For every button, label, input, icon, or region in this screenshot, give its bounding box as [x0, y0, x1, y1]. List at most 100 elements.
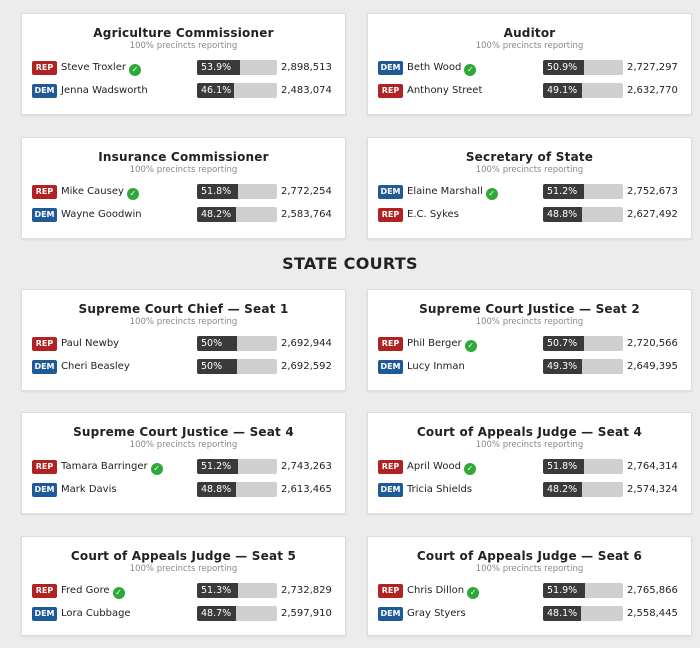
vote-count: 2,613,465: [281, 484, 332, 495]
vote-percent: 53.9%: [201, 62, 232, 73]
vote-count: 2,632,770: [627, 85, 678, 96]
candidate-name: E.C. Sykes: [407, 209, 459, 220]
vote-count: 2,692,944: [281, 338, 332, 349]
candidate-name-wrap: Beth Wood ✓: [407, 61, 477, 76]
race-title: Supreme Court Chief — Seat 1: [78, 302, 289, 316]
candidate-name-wrap: Cheri Beasley: [61, 360, 130, 374]
race-title: Supreme Court Justice — Seat 2: [419, 302, 640, 316]
vote-percent: 50%: [201, 361, 223, 372]
vote-percent: 51.3%: [201, 585, 232, 596]
candidate-name-wrap: Lora Cubbage: [61, 607, 131, 621]
vote-percent: 48.1%: [547, 608, 578, 619]
vote-count: 2,597,910: [281, 608, 332, 619]
party-badge: REP: [32, 460, 57, 474]
candidate-row: DEM Tricia Shields 48.2% 2,574,324: [368, 478, 691, 501]
race-title: Court of Appeals Judge — Seat 4: [416, 425, 643, 439]
vote-share-fill: [197, 482, 237, 497]
vote-share-bar: 50.9%: [543, 60, 623, 75]
vote-percent: 48.2%: [201, 209, 232, 220]
vote-count: 2,898,513: [281, 62, 332, 73]
candidate-name: Wayne Goodwin: [61, 209, 142, 220]
vote-share-bar: 51.3%: [197, 583, 277, 598]
candidate-row: REP Anthony Street 49.1% 2,632,770: [368, 79, 691, 102]
candidate-name: Anthony Street: [407, 85, 483, 96]
candidate-name: Fred Gore: [61, 585, 110, 596]
party-badge: DEM: [32, 607, 57, 621]
vote-count: 2,583,764: [281, 209, 332, 220]
precincts-reporting: 100% precincts reporting: [129, 165, 238, 175]
vote-share-bar: 51.2%: [197, 459, 277, 474]
race-card: Auditor 100% precincts reporting DEM Beth W…: [367, 13, 692, 115]
party-badge: DEM: [32, 483, 57, 497]
candidate-name-wrap: Elaine Marshall ✓: [407, 185, 498, 200]
candidate-name-wrap: Phil Berger ✓: [407, 337, 477, 352]
vote-share-fill: [543, 482, 582, 497]
vote-share-fill: [543, 459, 585, 474]
party-badge: REP: [378, 208, 403, 222]
vote-percent: 51.2%: [547, 186, 578, 197]
candidate-name-wrap: Tamara Barringer ✓: [61, 460, 163, 475]
candidate-row: DEM Lucy Inman 49.3% 2,649,395: [368, 355, 691, 378]
candidate-row: REP Phil Berger ✓ 50.7% 2,720,566: [368, 332, 691, 355]
vote-percent: 51.8%: [201, 186, 232, 197]
party-badge: DEM: [378, 185, 403, 199]
vote-share-bar: 49.1%: [543, 83, 623, 98]
vote-percent: 48.8%: [201, 484, 232, 495]
candidate-name: Lucy Inman: [407, 361, 465, 372]
candidate-name: Jenna Wadsworth: [61, 85, 148, 96]
candidate-name: Lora Cubbage: [61, 608, 131, 619]
race-card: Supreme Court Chief — Seat 1 100% precinc…: [21, 289, 346, 391]
candidate-row: REP Fred Gore ✓ 51.3% 2,732,829: [22, 579, 345, 602]
candidate-name-wrap: Mark Davis: [61, 483, 117, 497]
candidate-name-wrap: Jenna Wadsworth: [61, 84, 148, 98]
candidate-name: Beth Wood: [407, 62, 462, 73]
candidate-name: Gray Styers: [407, 608, 466, 619]
candidate-name-wrap: April Wood ✓: [407, 460, 476, 475]
vote-count: 2,727,297: [627, 62, 678, 73]
vote-count: 2,574,324: [627, 484, 678, 495]
vote-share-fill: [197, 207, 236, 222]
candidate-row: REP Steve Troxler ✓ 53.9% 2,898,513: [22, 56, 345, 79]
precincts-reporting: 100% precincts reporting: [475, 317, 584, 327]
vote-percent: 49.3%: [547, 361, 578, 372]
vote-share-bar: 51.2%: [543, 184, 623, 199]
candidate-name: Cheri Beasley: [61, 361, 130, 372]
candidate-name-wrap: Tricia Shields: [407, 483, 472, 497]
vote-share-bar: 53.9%: [197, 60, 277, 75]
race-card: Insurance Commissioner 100% precincts rep…: [21, 137, 346, 239]
vote-share-bar: 50%: [197, 359, 277, 374]
vote-percent: 51.8%: [547, 461, 578, 472]
vote-share-fill: [543, 184, 584, 199]
winner-check-icon: ✓: [126, 188, 139, 200]
vote-share-bar: 50%: [197, 336, 277, 351]
party-badge: DEM: [378, 61, 403, 75]
winner-check-icon: ✓: [464, 340, 477, 352]
party-badge: REP: [378, 584, 403, 598]
vote-share-bar: 48.1%: [543, 606, 623, 621]
party-badge: DEM: [32, 360, 57, 374]
vote-share-bar: 48.8%: [197, 482, 277, 497]
vote-percent: 48.2%: [547, 484, 578, 495]
party-badge: REP: [378, 337, 403, 351]
vote-share-fill: [543, 60, 584, 75]
precincts-reporting: 100% precincts reporting: [129, 564, 238, 574]
section-header-state-courts: STATE COURTS: [282, 254, 418, 273]
candidate-row: DEM Gray Styers 48.1% 2,558,445: [368, 602, 691, 625]
candidate-row: REP Chris Dillon ✓ 51.9% 2,765,866: [368, 579, 691, 602]
party-badge: REP: [32, 61, 57, 75]
race-card: Court of Appeals Judge — Seat 4 100% prec…: [367, 412, 692, 514]
vote-share-fill: [543, 606, 582, 621]
vote-count: 2,692,592: [281, 361, 332, 372]
candidate-row: DEM Jenna Wadsworth 46.1% 2,483,074: [22, 79, 345, 102]
winner-check-icon: ✓: [150, 463, 163, 475]
vote-percent: 50.7%: [547, 338, 578, 349]
race-card: Court of Appeals Judge — Seat 6 100% prec…: [367, 536, 692, 636]
race-card: Supreme Court Justice — Seat 2 100% preci…: [367, 289, 692, 391]
vote-count: 2,627,492: [627, 209, 678, 220]
candidate-name-wrap: Fred Gore ✓: [61, 584, 125, 599]
precincts-reporting: 100% precincts reporting: [129, 440, 238, 450]
vote-share-bar: 48.2%: [543, 482, 623, 497]
race-title: Agriculture Commissioner: [93, 26, 274, 40]
candidate-row: REP E.C. Sykes 48.8% 2,627,492: [368, 203, 691, 226]
vote-count: 2,558,445: [627, 608, 678, 619]
